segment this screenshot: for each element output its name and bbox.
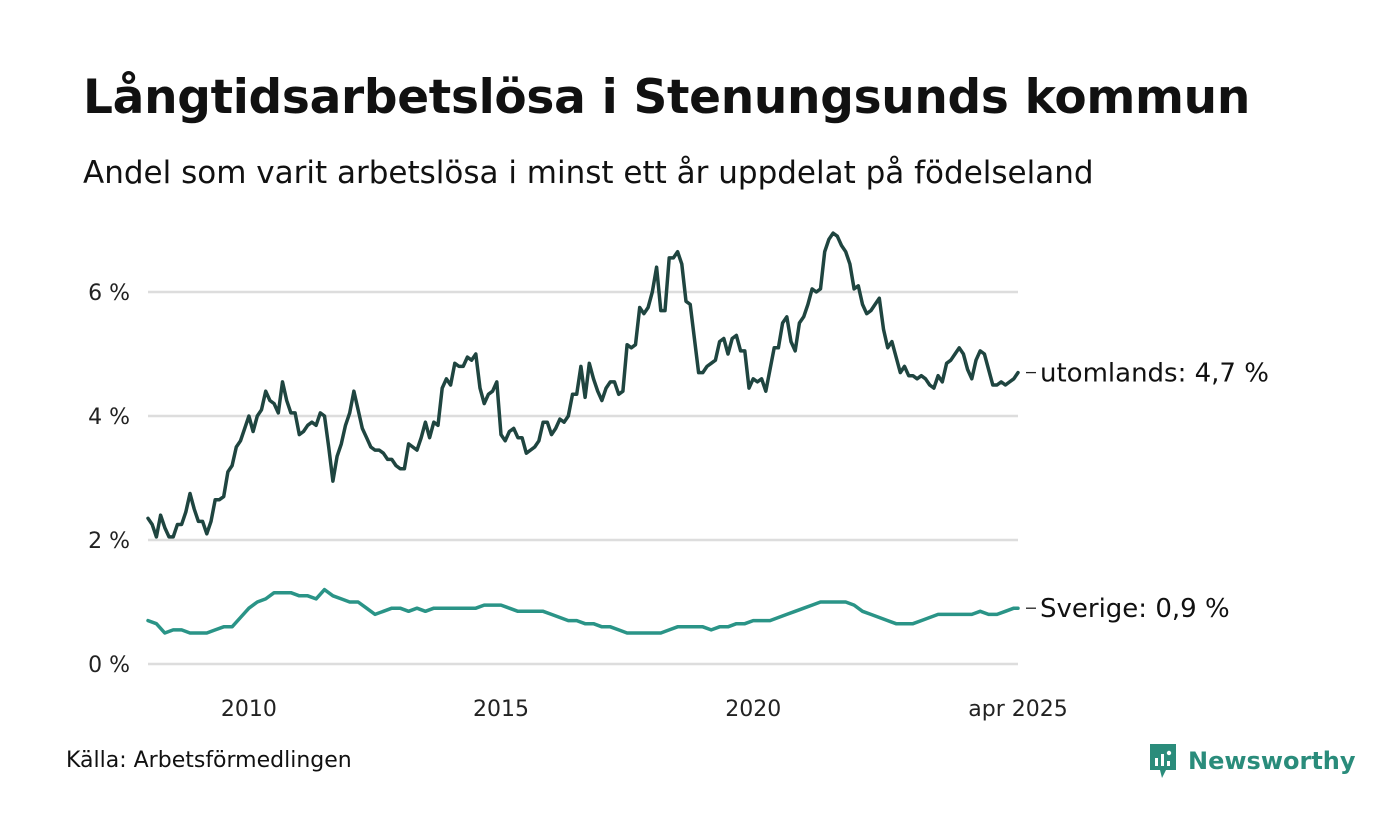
gridlines bbox=[148, 290, 1018, 666]
series-end-label-utomlands: utomlands: 4,7 % bbox=[1040, 359, 1269, 389]
series-end-label-sverige: Sverige: 0,9 % bbox=[1040, 594, 1230, 624]
x-axis-ticks: 2010 2015 2020 apr 2025 bbox=[221, 697, 1068, 722]
newsworthy-logo-icon bbox=[1150, 744, 1176, 778]
x-tick-label: 2015 bbox=[473, 697, 529, 722]
chart-subtitle: Andel som varit arbetslösa i minst ett å… bbox=[83, 155, 1094, 191]
y-tick-label: 4 % bbox=[88, 405, 130, 430]
x-tick-label: 2010 bbox=[221, 697, 277, 722]
series-line-sverige bbox=[146, 587, 1020, 635]
series-lines bbox=[146, 231, 1020, 635]
source-note: Källa: Arbetsförmedlingen bbox=[66, 748, 352, 773]
brand-name: Newsworthy bbox=[1188, 747, 1356, 775]
brand-logo-block[interactable]: Newsworthy bbox=[1148, 742, 1356, 780]
x-tick-label: apr 2025 bbox=[968, 697, 1067, 722]
y-tick-label: 6 % bbox=[88, 281, 130, 306]
y-tick-label: 2 % bbox=[88, 529, 130, 554]
y-tick-label: 0 % bbox=[88, 653, 130, 678]
series-end-labels: utomlands: 4,7 % Sverige: 0,9 % bbox=[1026, 359, 1269, 624]
x-tick-label: 2020 bbox=[725, 697, 781, 722]
chart-title: Långtidsarbetslösa i Stenungsunds kommun bbox=[83, 70, 1250, 125]
series-line-utomlands bbox=[146, 231, 1020, 539]
y-axis-ticks: 0 % 2 % 4 % 6 % bbox=[88, 281, 130, 678]
